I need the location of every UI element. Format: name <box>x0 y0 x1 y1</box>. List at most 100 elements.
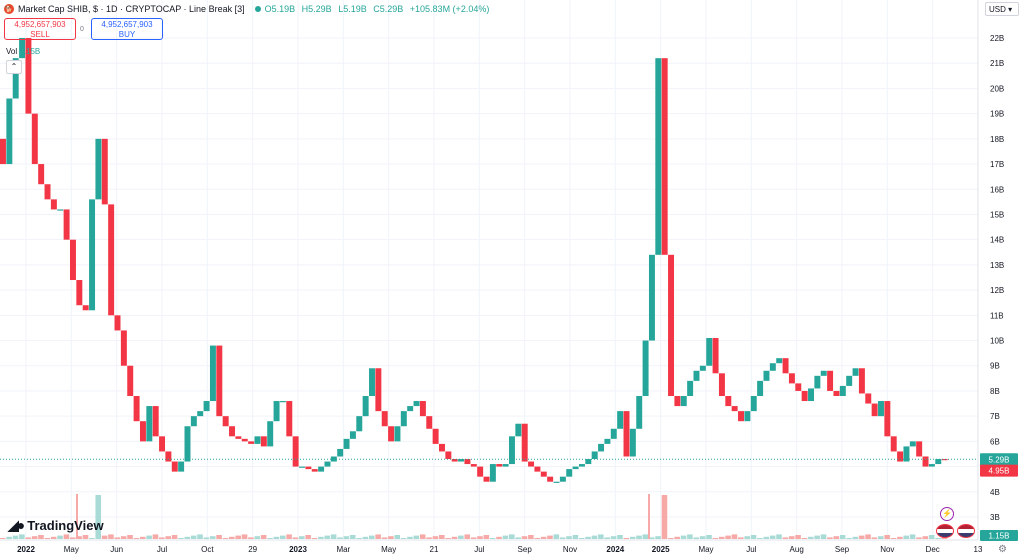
up-box <box>935 459 942 465</box>
volume-bar <box>578 538 585 539</box>
previous-price-label-bg <box>980 464 1018 477</box>
down-box <box>712 338 719 374</box>
volume-bar <box>642 534 649 539</box>
up-box <box>814 375 821 389</box>
volume-bar <box>133 538 140 539</box>
down-box <box>496 464 503 467</box>
time-axis[interactable]: 2022 May Jun Jul Oct 29 2023 Mar May 21 Jul Sep Nov 2… <box>17 545 983 554</box>
up-box <box>839 385 846 396</box>
volume-bar <box>668 538 674 539</box>
y-tick-label: 15B <box>990 210 1004 219</box>
up-box <box>413 401 420 407</box>
x-tick-label: Oct <box>201 545 214 554</box>
down-box <box>159 436 166 452</box>
volume-bar <box>69 537 76 539</box>
volume-bar <box>470 537 477 539</box>
down-box <box>540 471 547 477</box>
up-box <box>566 469 573 477</box>
grid-lines <box>0 0 979 540</box>
down-box <box>801 390 808 402</box>
volume-bar <box>248 537 254 539</box>
up-box <box>604 438 611 444</box>
volume-bar <box>833 536 840 539</box>
volume-bar <box>400 538 407 539</box>
down-box <box>216 345 223 417</box>
down-box <box>260 436 267 447</box>
volume-bar <box>458 535 464 539</box>
down-box <box>547 476 554 482</box>
x-tick-label: Nov <box>880 545 894 554</box>
collapse-chevron-up-icon[interactable]: ⌃ <box>6 60 22 74</box>
volume-bar <box>935 538 941 539</box>
down-box <box>884 401 891 437</box>
volume-bar <box>63 534 70 539</box>
down-box <box>871 403 878 417</box>
down-box <box>738 411 745 422</box>
volume-bar <box>699 536 706 539</box>
volume-bar <box>76 536 82 539</box>
up-box <box>903 446 910 462</box>
volume-bar <box>165 536 171 539</box>
down-box <box>76 280 83 306</box>
up-box <box>343 438 350 449</box>
volume-bar <box>318 536 324 539</box>
down-box <box>311 469 318 472</box>
volume-bar <box>521 536 528 539</box>
x-tick-label: Nov <box>563 545 577 554</box>
up-box <box>489 464 496 482</box>
volume-bar <box>89 538 95 539</box>
up-box <box>655 58 662 255</box>
down-box <box>292 436 299 467</box>
up-box <box>349 431 356 439</box>
volume-bar <box>661 495 668 539</box>
x-tick-label: Mar <box>336 545 350 554</box>
settings-gear-icon[interactable]: ⚙ <box>998 544 1007 555</box>
volume-bar <box>394 535 401 539</box>
price-axis[interactable]: 22B 21B 20B 19B 18B 17B 16B 15B 14B 13B 12B 11B 10B 9… <box>990 34 1004 522</box>
volume-bar <box>426 537 432 539</box>
volume-bar <box>483 535 490 539</box>
volume-bar <box>260 535 267 539</box>
volume-bar <box>515 537 521 539</box>
volume-bar <box>38 535 44 539</box>
volume-bar <box>139 536 146 539</box>
volume-bar <box>0 538 6 539</box>
x-tick-label: 21 <box>430 545 439 554</box>
volume-bar <box>814 535 820 539</box>
tradingview-logo[interactable]: ◢● TradingView <box>8 517 104 534</box>
sell-button[interactable]: 4,952,657,903 SELL <box>4 18 76 40</box>
up-box <box>699 365 706 371</box>
volume-bar <box>617 535 623 539</box>
y-tick-label: 6B <box>990 437 1000 446</box>
down-box <box>788 373 795 384</box>
us-flag-icon[interactable] <box>936 524 954 538</box>
volume-bar <box>858 535 865 539</box>
up-box <box>254 436 261 444</box>
volume-bar <box>718 536 725 539</box>
buy-button[interactable]: 4,952,657,903 BUY <box>91 18 163 40</box>
us-flag-icon-2[interactable] <box>957 524 975 538</box>
symbol-title[interactable]: Market Cap SHIB, $ · 1D · CRYPTOCAP · Li… <box>18 4 245 14</box>
volume-bar <box>299 536 305 539</box>
down-box <box>858 368 865 394</box>
volume-bar <box>553 534 560 539</box>
volume-bar <box>489 538 496 539</box>
y-tick-label: 17B <box>990 160 1004 169</box>
volume-bar <box>273 536 280 539</box>
down-box <box>286 401 293 437</box>
volume-bar <box>909 534 916 539</box>
volume-bar <box>566 536 572 539</box>
y-tick-label: 11B <box>990 311 1004 320</box>
lightning-icon[interactable]: ⚡ <box>940 507 954 521</box>
volume-bar <box>763 536 770 539</box>
volume-bar <box>178 538 184 539</box>
volume-bar <box>852 536 859 539</box>
chart-header: 🐕 Market Cap SHIB, $ · 1D · CRYPTOCAP · … <box>4 2 493 16</box>
brand-name: TradingView <box>27 518 104 533</box>
down-box <box>375 368 382 412</box>
currency-select[interactable]: USD ▾ <box>985 2 1019 16</box>
volume-bar <box>127 535 133 539</box>
up-box <box>808 388 814 402</box>
volume-bar <box>477 536 483 539</box>
